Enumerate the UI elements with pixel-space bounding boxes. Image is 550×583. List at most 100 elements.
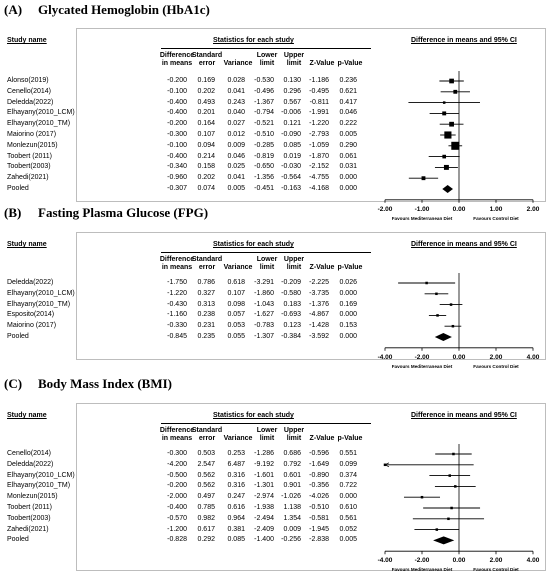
study-name-cell: Esposito(2014)	[7, 311, 55, 319]
upper-limit-cell: 0.792	[283, 460, 301, 468]
p-value-cell: 0.236	[339, 77, 357, 84]
header-upper-limit-line1: Upper	[283, 52, 305, 59]
variance-cell: 0.012	[227, 131, 245, 138]
study-name-cell: Elhayany(2010_LCM)	[7, 471, 75, 479]
study-name-cell: Pooled	[7, 536, 29, 544]
study-effect-marker	[448, 474, 451, 477]
lower-limit-cell: -0.285	[254, 141, 274, 149]
x-tick-label: 0.00	[453, 557, 466, 564]
standard-error-cell: 0.562	[197, 482, 215, 490]
z-value-cell: -0.581	[309, 514, 329, 522]
standard-error-cell: 0.785	[197, 504, 215, 511]
study-name-cell: Maiorino (2017)	[7, 131, 57, 138]
z-value-cell: -0.495	[309, 87, 329, 95]
standard-error-cell: 0.231	[197, 322, 215, 330]
z-value-cell: -2.838	[309, 536, 329, 544]
standard-error-cell: 0.214	[197, 152, 215, 160]
standard-error-cell: 0.202	[197, 174, 215, 182]
difference-in-means-cell: -1.160	[167, 311, 187, 319]
z-value-cell: -3.592	[309, 333, 329, 340]
difference-in-means-cell: -0.845	[167, 333, 187, 340]
header-upper-limit-line1: Upper	[283, 256, 305, 263]
z-value-cell: -0.510	[309, 504, 329, 511]
lower-limit-cell: -0.521	[254, 120, 274, 128]
study-effect-marker	[383, 463, 387, 467]
standard-error-cell: 0.074	[197, 185, 215, 192]
p-value-cell: 0.000	[339, 185, 357, 192]
study-name-cell: Deledda(2022)	[7, 98, 54, 106]
upper-limit-cell: 0.123	[283, 322, 301, 330]
header-p-value: p-Value	[337, 264, 363, 271]
stats-header-rule	[161, 423, 371, 424]
variance-cell: 0.055	[227, 333, 245, 340]
study-effect-marker	[449, 78, 454, 84]
lower-limit-cell: -1.938	[254, 504, 274, 511]
header-difference-in-means-line1: Difference	[159, 427, 195, 434]
p-value-cell: 0.290	[339, 141, 357, 149]
standard-error-cell: 2.547	[197, 460, 215, 468]
study-name-cell: Elhayany(2010_TM)	[7, 482, 71, 490]
upper-limit-cell: -0.580	[281, 289, 301, 297]
study-effect-marker	[449, 303, 453, 306]
study-name-cell: Zahedi(2021)	[7, 174, 49, 182]
x-tick-label: 2.00	[527, 206, 540, 213]
p-value-cell: 0.000	[339, 311, 357, 319]
variance-cell: 0.040	[227, 109, 245, 117]
panel-letter: (A)	[4, 2, 23, 17]
header-statistics: Statistics for each study	[213, 412, 294, 419]
lower-limit-cell: -2.409	[254, 525, 274, 533]
study-name-cell: Toobert(2003)	[7, 514, 51, 522]
upper-limit-cell: -0.030	[281, 163, 301, 171]
z-value-cell: -1.220	[309, 120, 329, 128]
header-study-name: Study name	[7, 241, 47, 248]
study-name-cell: Monlezun(2015)	[7, 141, 58, 149]
study-name-cell: Toobert (2011)	[7, 152, 53, 160]
lower-limit-cell: -1.286	[254, 450, 274, 457]
p-value-cell: 0.417	[339, 98, 357, 106]
z-value-cell: -0.811	[309, 98, 329, 106]
standard-error-cell: 0.107	[197, 131, 215, 138]
favours-mediterranean-label: Favours Mediterranean Diet	[392, 364, 453, 369]
variance-cell: 0.005	[227, 185, 245, 192]
lower-limit-cell: -0.510	[254, 131, 274, 138]
upper-limit-cell: 0.901	[283, 482, 301, 490]
p-value-cell: 0.000	[339, 289, 357, 297]
study-name-cell: Zahedi(2021)	[7, 525, 49, 533]
lower-limit-cell: -0.783	[254, 322, 274, 330]
header-variance: Variance	[223, 60, 253, 67]
study-effect-marker	[451, 141, 460, 150]
favours-mediterranean-label: Favours Mediterranean Diet	[392, 567, 453, 572]
forest-panel: (B) Fasting Plasma Glucose (FPG) Study nam…	[0, 205, 550, 369]
standard-error-cell: 0.313	[197, 300, 215, 308]
lower-limit-cell: -1.627	[254, 311, 274, 319]
upper-limit-cell: 0.130	[283, 77, 301, 84]
p-value-cell: 0.000	[339, 493, 357, 501]
variance-cell: 0.098	[227, 300, 245, 308]
z-value-cell: -2.793	[309, 131, 329, 138]
pooled-diamond	[433, 536, 455, 545]
study-name-cell: Toobert (2011)	[7, 504, 53, 511]
difference-in-means-cell: -0.307	[167, 185, 187, 192]
study-effect-marker	[442, 154, 447, 159]
study-effect-marker	[447, 517, 450, 521]
x-tick-label: 2.00	[490, 557, 503, 564]
p-value-cell: 0.099	[339, 460, 357, 468]
lower-limit-cell: -0.819	[254, 152, 274, 160]
variance-cell: 0.041	[227, 174, 245, 182]
difference-in-means-cell: -0.400	[167, 504, 187, 511]
header-lower-limit-line2: limit	[259, 60, 275, 67]
favours-control-label: Favours Control Diet	[473, 364, 519, 369]
z-value-cell: -1.186	[309, 77, 329, 84]
lower-limit-cell: -9.192	[254, 460, 274, 468]
header-standard-error-line2: error	[198, 60, 216, 67]
upper-limit-cell: 0.686	[283, 450, 301, 457]
difference-in-means-cell: -0.400	[167, 109, 187, 117]
lower-limit-cell: -1.601	[254, 471, 274, 479]
header-p-value: p-Value	[337, 435, 363, 442]
header-z-value: Z-Value	[309, 264, 335, 271]
study-name-cell: Elhayany(2010_TM)	[7, 300, 71, 308]
variance-cell: 6.487	[227, 460, 245, 468]
z-value-cell: -4.026	[309, 493, 329, 501]
upper-limit-cell: -0.564	[281, 174, 301, 182]
standard-error-cell: 0.982	[197, 514, 215, 522]
